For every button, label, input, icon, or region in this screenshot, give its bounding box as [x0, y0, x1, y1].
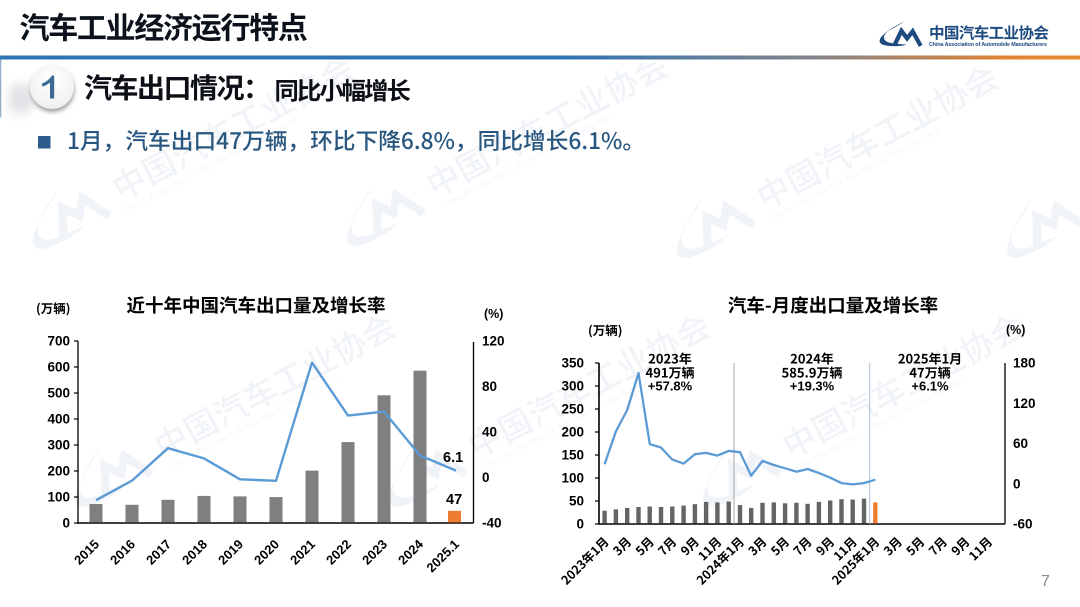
- svg-text:120: 120: [1013, 396, 1036, 411]
- svg-text:2019: 2019: [215, 537, 246, 568]
- svg-text:400: 400: [47, 412, 70, 427]
- svg-text:0: 0: [1013, 476, 1021, 491]
- svg-text:40: 40: [482, 425, 497, 440]
- svg-text:6.1: 6.1: [443, 450, 463, 466]
- svg-text:2015: 2015: [71, 537, 102, 568]
- svg-text:60: 60: [1013, 436, 1028, 451]
- svg-text:700: 700: [47, 334, 70, 349]
- svg-text:2024: 2024: [395, 536, 427, 568]
- svg-text:180: 180: [1013, 356, 1036, 371]
- svg-text:(%): (%): [1006, 323, 1025, 337]
- svg-text:100: 100: [561, 471, 584, 486]
- svg-text:50: 50: [569, 494, 584, 509]
- svg-text:80: 80: [482, 379, 497, 394]
- svg-text:-40: -40: [482, 516, 502, 531]
- svg-text:2016: 2016: [107, 537, 138, 568]
- svg-text:0: 0: [576, 517, 584, 532]
- svg-text:2023: 2023: [359, 537, 390, 568]
- svg-text:2022: 2022: [323, 537, 354, 568]
- svg-text:+6.1%: +6.1%: [911, 379, 949, 394]
- svg-text:300: 300: [561, 379, 584, 394]
- svg-text:+57.8%: +57.8%: [648, 379, 693, 394]
- svg-text:600: 600: [47, 360, 70, 375]
- svg-text:0: 0: [62, 516, 70, 531]
- svg-text:200: 200: [561, 425, 584, 440]
- svg-text:2018: 2018: [179, 537, 210, 568]
- svg-text:-60: -60: [1013, 517, 1033, 532]
- svg-text:7: 7: [1041, 573, 1050, 590]
- svg-text:350: 350: [561, 356, 584, 371]
- svg-text:2025.1: 2025.1: [423, 537, 462, 576]
- svg-text:120: 120: [482, 334, 505, 349]
- svg-text:250: 250: [561, 402, 584, 417]
- svg-text:100: 100: [47, 490, 70, 505]
- svg-text:2020: 2020: [251, 537, 282, 568]
- svg-text:China Association of Automobil: China Association of Automobile Manufact…: [929, 42, 1047, 48]
- svg-text:200: 200: [47, 464, 70, 479]
- svg-text:300: 300: [47, 438, 70, 453]
- svg-text:500: 500: [47, 386, 70, 401]
- svg-text:2021: 2021: [287, 537, 318, 568]
- svg-text:150: 150: [561, 448, 584, 463]
- svg-text:+19.3%: +19.3%: [790, 379, 835, 394]
- svg-text:(%): (%): [484, 307, 503, 321]
- svg-text:47: 47: [446, 492, 462, 508]
- svg-text:2017: 2017: [143, 537, 174, 568]
- svg-text:0: 0: [482, 470, 490, 485]
